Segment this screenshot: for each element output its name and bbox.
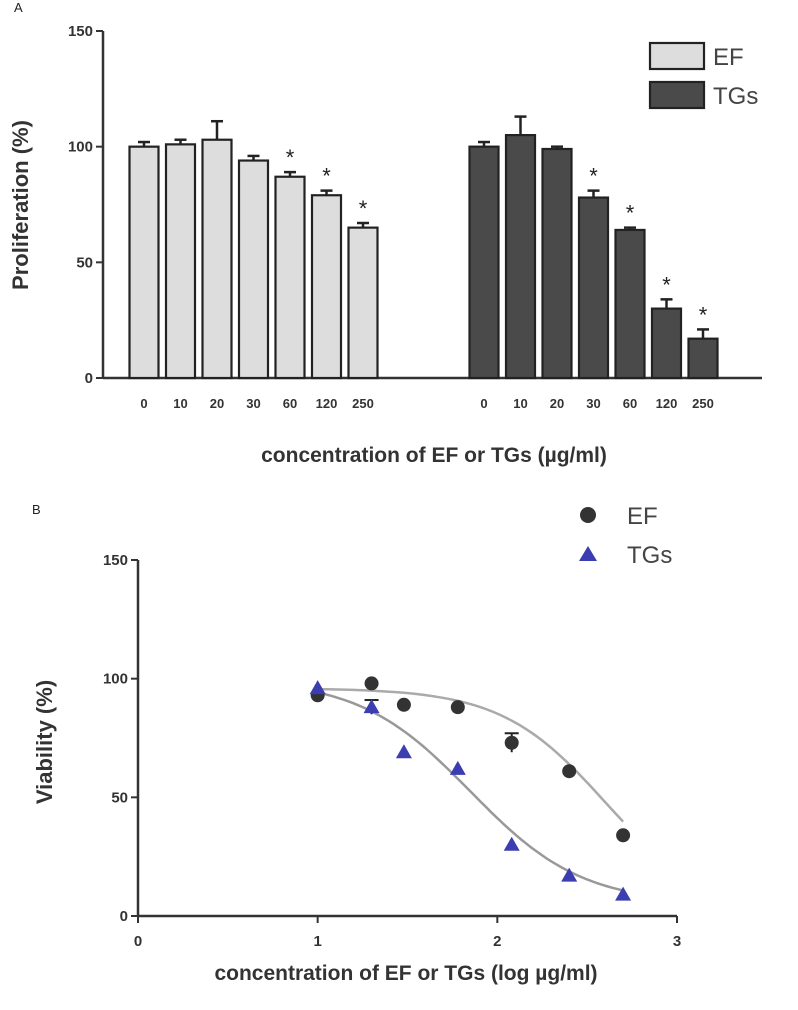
panel-a-x-tick-label: 10 (173, 396, 187, 411)
panel-b-point-ef (450, 700, 465, 715)
panel-a-bar-tgs-10 (504, 134, 537, 380)
panel-a-x-tick-label: 20 (550, 396, 564, 411)
panel-a-x-tick-label: 30 (246, 396, 260, 411)
panel-b-point-tgs (449, 760, 466, 775)
panel-a-significance-marker: * (359, 196, 368, 221)
panel-b-point-tgs (615, 886, 632, 901)
panel-b-x-axis-title: concentration of EF or TGs (log µg/ml) (214, 962, 597, 985)
panel-b-point-tgs (503, 836, 520, 851)
panel-b-legend-marker-tgs (579, 546, 597, 561)
panel-b-point-ef (396, 697, 411, 712)
panel-b-x-tick-label: 3 (673, 933, 681, 950)
panel-a-significance-marker: * (286, 145, 295, 170)
panel-a-bar-ef-60 (274, 175, 306, 380)
panel-b-point-ef (616, 828, 631, 843)
panel-b-y-tick-label: 100 (103, 671, 128, 688)
panel-b-legend: EF TGs (579, 503, 672, 569)
panel-b-y-axis-title: Viability (%) (32, 680, 57, 804)
panel-b-x-tick-label: 0 (134, 933, 142, 950)
panel-b-fit-curve-tgs (317, 691, 624, 892)
panel-a-x-tick-label: 250 (692, 396, 714, 411)
panel-a-y-tick-label: 0 (85, 370, 93, 387)
panel-b-y-tick-label: 50 (111, 789, 128, 806)
panel-a-bar-tgs-20 (541, 147, 573, 380)
panel-a-bar-tgs-0 (468, 145, 500, 380)
panel-a-bar-tgs-120 (650, 307, 683, 380)
panel-a-legend: EF TGs (648, 41, 758, 110)
panel-a-bar-tgs-60 (614, 228, 646, 380)
panel-a-x-tick-label: 60 (623, 396, 637, 411)
panel-a-x-tick-label: 20 (210, 396, 224, 411)
panel-a-x-tick-label: 30 (586, 396, 600, 411)
panel-a-bars: 0 10 20 30 60 * 120 * 250 * 0 10 20 30 * 60 * 120 * 250 * (128, 115, 719, 411)
panel-a-x-tick-label: 120 (656, 396, 678, 411)
panel-a-x-tick-label: 120 (316, 396, 338, 411)
panel-a-legend-label-tgs: TGs (713, 83, 758, 110)
panel-a-bar-ef-250 (347, 226, 379, 380)
panel-b-point-tgs (363, 699, 380, 714)
panel-a-bar-ef-30 (237, 159, 270, 380)
panel-a-significance-marker: * (699, 302, 708, 327)
panel-b-point-ef (364, 676, 379, 691)
panel-a-x-tick-label: 10 (513, 396, 527, 411)
panel-b-legend-marker-ef (580, 507, 596, 523)
panel-b-point-ef (504, 735, 519, 750)
panel-a-bar-ef-20 (201, 138, 233, 380)
panel-a-y-tick-label: 150 (68, 23, 93, 40)
panel-b-points (309, 676, 632, 901)
panel-a-legend-label-ef: EF (713, 44, 744, 71)
panel-a-significance-marker: * (662, 272, 671, 297)
panel-a-significance-marker: * (322, 164, 331, 189)
panel-a-x-tick-label: 0 (480, 396, 487, 411)
panel-b-x-tick-label: 2 (493, 933, 501, 950)
panel-a-y-tick-label: 50 (76, 254, 93, 271)
panel-a-x-tick-label: 0 (140, 396, 147, 411)
panel-b-point-ef (562, 764, 577, 779)
panel-b: B Viability (%) concentration of EF or T… (32, 502, 681, 985)
panel-a-legend-swatch-tgs (648, 80, 706, 110)
panel-b-label: B (32, 502, 41, 517)
panel-a-bar-ef-0 (128, 145, 160, 380)
panel-b-axes: 0 50 100 150 0 1 2 3 (103, 552, 681, 950)
panel-a-bar-ef-10 (164, 143, 197, 380)
panel-b-x-tick-label: 1 (313, 933, 321, 950)
panel-a-legend-swatch-ef (648, 41, 706, 71)
panel-a-bar-tgs-250 (687, 337, 719, 380)
panel-a-y-axis-title: Proliferation (%) (8, 120, 33, 290)
panel-b-y-tick-label: 0 (120, 908, 128, 925)
panel-a-x-tick-label: 250 (352, 396, 374, 411)
panel-a: A Proliferation (%) concentration of EF … (8, 0, 762, 467)
panel-a-y-tick-label: 100 (68, 139, 93, 156)
panel-a-bar-tgs-30 (577, 196, 610, 380)
panel-b-legend-label-tgs: TGs (627, 542, 672, 569)
panel-b-fit-curve-ef (317, 687, 625, 823)
panel-a-label: A (14, 0, 23, 15)
panel-b-point-tgs (309, 680, 326, 695)
panel-b-point-tgs (561, 867, 578, 882)
panel-a-x-axis-title: concentration of EF or TGs (µg/ml) (261, 444, 607, 467)
panel-a-significance-marker: * (626, 201, 635, 226)
panel-b-legend-label-ef: EF (627, 503, 658, 530)
panel-b-point-tgs (395, 744, 412, 759)
panel-a-x-tick-label: 60 (283, 396, 297, 411)
panel-b-fit-curves (317, 687, 625, 892)
panel-a-significance-marker: * (589, 164, 598, 189)
panel-a-bar-ef-120 (310, 194, 343, 380)
panel-b-y-tick-label: 150 (103, 552, 128, 569)
